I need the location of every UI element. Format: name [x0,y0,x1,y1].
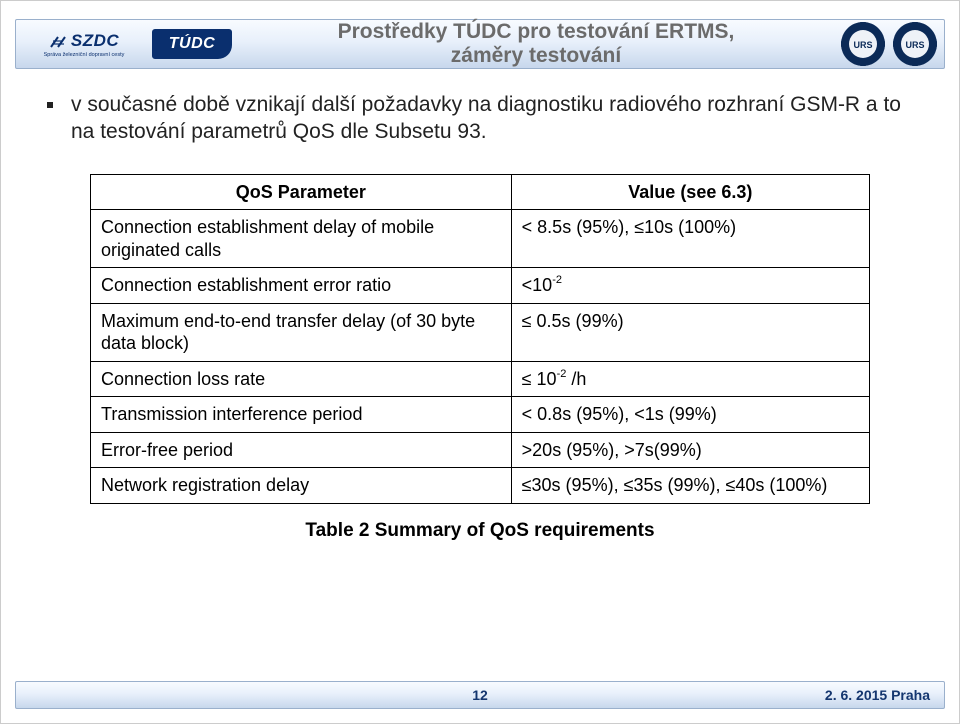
cell-param: Connection establishment delay of mobile… [91,210,512,268]
cert-badge-iso9001: URS [840,21,886,67]
logo-tudc-label: TÚDC [169,35,215,53]
page-number: 12 [472,687,488,703]
logo-tudc: TÚDC [152,29,232,59]
qos-table: QoS Parameter Value (see 6.3) Connection… [90,174,870,504]
bullet-text: v současné době vznikají další požadavky… [71,91,919,146]
logo-szdc-text: SZDC [49,31,119,51]
table-row: Connection loss rate ≤ 10-2 /h [91,361,870,397]
cell-param: Connection establishment error ratio [91,268,512,304]
cell-value: ≤30s (95%), ≤35s (99%), ≤40s (100%) [511,468,869,504]
table-row: Maximum end-to-end transfer delay (of 30… [91,303,870,361]
rail-icon [49,34,69,48]
body: v současné době vznikají další požadavky… [41,91,919,542]
table-row: Connection establishment delay of mobile… [91,210,870,268]
cell-value: < 0.8s (95%), <1s (99%) [511,397,869,433]
cell-param: Maximum end-to-end transfer delay (of 30… [91,303,512,361]
col-header-param: QoS Parameter [91,174,512,210]
cert-badge-iso27001: URS [892,21,938,67]
slide-title: Prostředky TÚDC pro testování ERTMS, zám… [232,20,840,68]
svg-text:URS: URS [905,40,924,50]
header-bar: SZDC Správa železniční dopravní cesty TÚ… [15,19,945,69]
cell-param: Transmission interference period [91,397,512,433]
bullet-icon [47,102,53,108]
footer-date: 2. 6. 2015 Praha [825,687,930,703]
table-row: Network registration delay ≤30s (95%), ≤… [91,468,870,504]
slide: SZDC Správa železniční dopravní cesty TÚ… [0,0,960,724]
logo-szdc-subtitle: Správa železniční dopravní cesty [44,52,125,58]
cell-value: <10-2 [511,268,869,304]
cell-value: >20s (95%), >7s(99%) [511,432,869,468]
cell-param: Error-free period [91,432,512,468]
table-caption: Table 2 Summary of QoS requirements [90,520,870,542]
title-line1: Prostředky TÚDC pro testování ERTMS, [242,20,830,44]
logo-szdc-label: SZDC [71,31,119,51]
cell-param: Network registration delay [91,468,512,504]
footer-bar: 12 2. 6. 2015 Praha [15,681,945,709]
table-row: Connection establishment error ratio <10… [91,268,870,304]
title-line2: záměry testování [242,44,830,68]
table-header-row: QoS Parameter Value (see 6.3) [91,174,870,210]
bullet-item: v současné době vznikají další požadavky… [41,91,919,146]
col-header-value: Value (see 6.3) [511,174,869,210]
logo-szdc: SZDC Správa železniční dopravní cesty [24,24,144,64]
qos-table-body: Connection establishment delay of mobile… [91,210,870,504]
cell-value: ≤ 0.5s (99%) [511,303,869,361]
cell-param: Connection loss rate [91,361,512,397]
table-row: Transmission interference period < 0.8s … [91,397,870,433]
cell-value: ≤ 10-2 /h [511,361,869,397]
qos-figure: QoS Parameter Value (see 6.3) Connection… [90,174,870,542]
cell-value: < 8.5s (95%), ≤10s (100%) [511,210,869,268]
svg-text:URS: URS [853,40,872,50]
table-row: Error-free period >20s (95%), >7s(99%) [91,432,870,468]
